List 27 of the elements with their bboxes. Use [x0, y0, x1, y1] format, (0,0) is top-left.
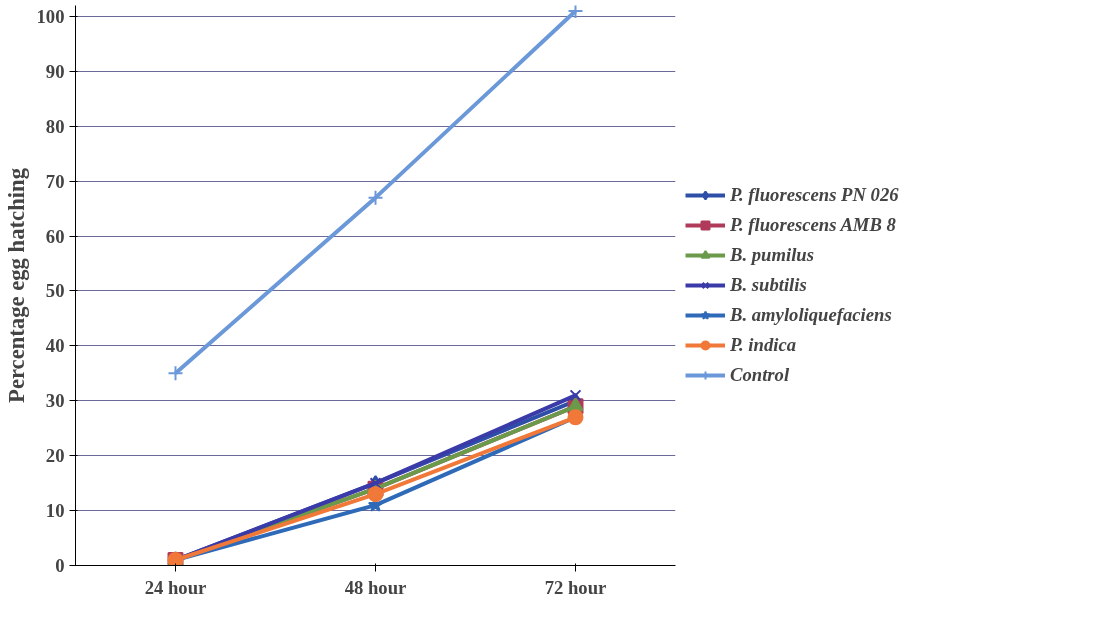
- y-tick-label: 50: [45, 280, 65, 302]
- point: [367, 189, 384, 206]
- y-axis-title: Percentage egg hatching: [3, 167, 29, 403]
- legend-label: P. indica: [730, 334, 796, 356]
- y-tick-label: 10: [45, 500, 65, 522]
- point: [567, 5, 584, 19]
- x-tick-label: 24 hour: [144, 576, 207, 598]
- y-tick-label: 80: [45, 115, 65, 137]
- x-tick-label: 72 hour: [544, 576, 607, 598]
- y-tick-label: 40: [45, 335, 65, 357]
- legend-label: Control: [730, 364, 790, 386]
- y-tick-label: 70: [45, 170, 65, 192]
- y-tick-label: 30: [45, 390, 65, 412]
- point: [569, 389, 582, 402]
- legend-label: B. pumilus: [730, 244, 814, 266]
- y-tick-label: 60: [45, 225, 65, 247]
- y-tick-label: 20: [45, 445, 65, 467]
- y-tick-label: 0: [55, 555, 65, 576]
- point: [367, 486, 384, 503]
- y-tick-label: 100: [36, 5, 65, 27]
- y-tick-label: 90: [45, 60, 65, 82]
- legend-label: B. amyloliquefaciens: [730, 304, 892, 326]
- legend-label: B. subtilis: [730, 274, 807, 296]
- x-tick-label: 48 hour: [344, 576, 407, 598]
- point: [167, 365, 184, 382]
- legend-label: P. fluorescens AMB 8: [730, 214, 896, 236]
- legend-label: P. fluorescens PN 026: [730, 184, 899, 206]
